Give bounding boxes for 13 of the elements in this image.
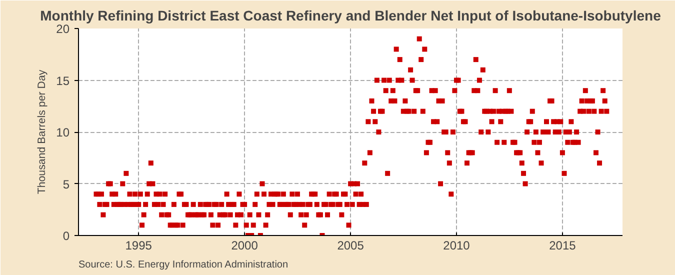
chart-title: Monthly Refining District East Coast Refinery and Blender Net Input of Isobutane-Isobutylene <box>40 8 662 24</box>
source-note: Source: U.S. Energy Information Administration <box>78 260 288 270</box>
x-tick-label: 2000 <box>231 238 258 252</box>
x-tick-label: 2015 <box>549 238 576 252</box>
x-tick-label: 2010 <box>443 238 470 252</box>
y-tick-label: 20 <box>56 22 70 36</box>
y-axis-title: Thousand Barrels per Day <box>36 69 48 194</box>
y-tick-label: 0 <box>62 229 70 243</box>
y-tick-label: 5 <box>62 177 70 192</box>
x-tick-label: 2005 <box>337 238 364 252</box>
y-tick-label: 10 <box>56 126 70 140</box>
x-tick-label: 1995 <box>125 238 152 252</box>
y-tick-label: 15 <box>56 74 70 88</box>
